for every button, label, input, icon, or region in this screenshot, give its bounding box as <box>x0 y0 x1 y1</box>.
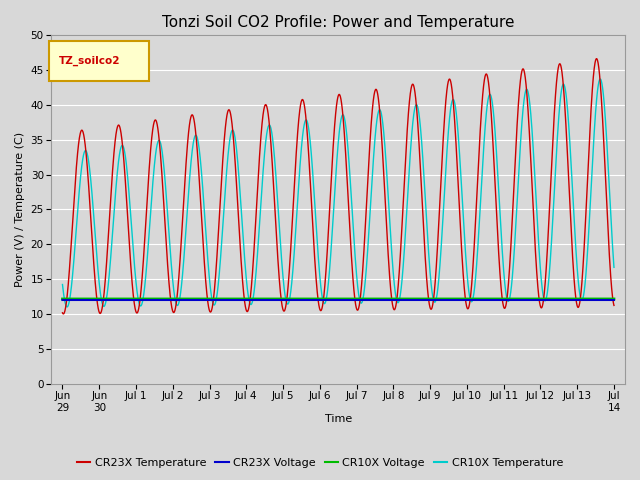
Text: TZ_soilco2: TZ_soilco2 <box>59 55 120 66</box>
X-axis label: Time: Time <box>324 414 352 424</box>
Title: Tonzi Soil CO2 Profile: Power and Temperature: Tonzi Soil CO2 Profile: Power and Temper… <box>162 15 515 30</box>
Legend: CR23X Temperature, CR23X Voltage, CR10X Voltage, CR10X Temperature: CR23X Temperature, CR23X Voltage, CR10X … <box>73 453 567 472</box>
FancyBboxPatch shape <box>49 40 149 81</box>
Y-axis label: Power (V) / Temperature (C): Power (V) / Temperature (C) <box>15 132 25 287</box>
